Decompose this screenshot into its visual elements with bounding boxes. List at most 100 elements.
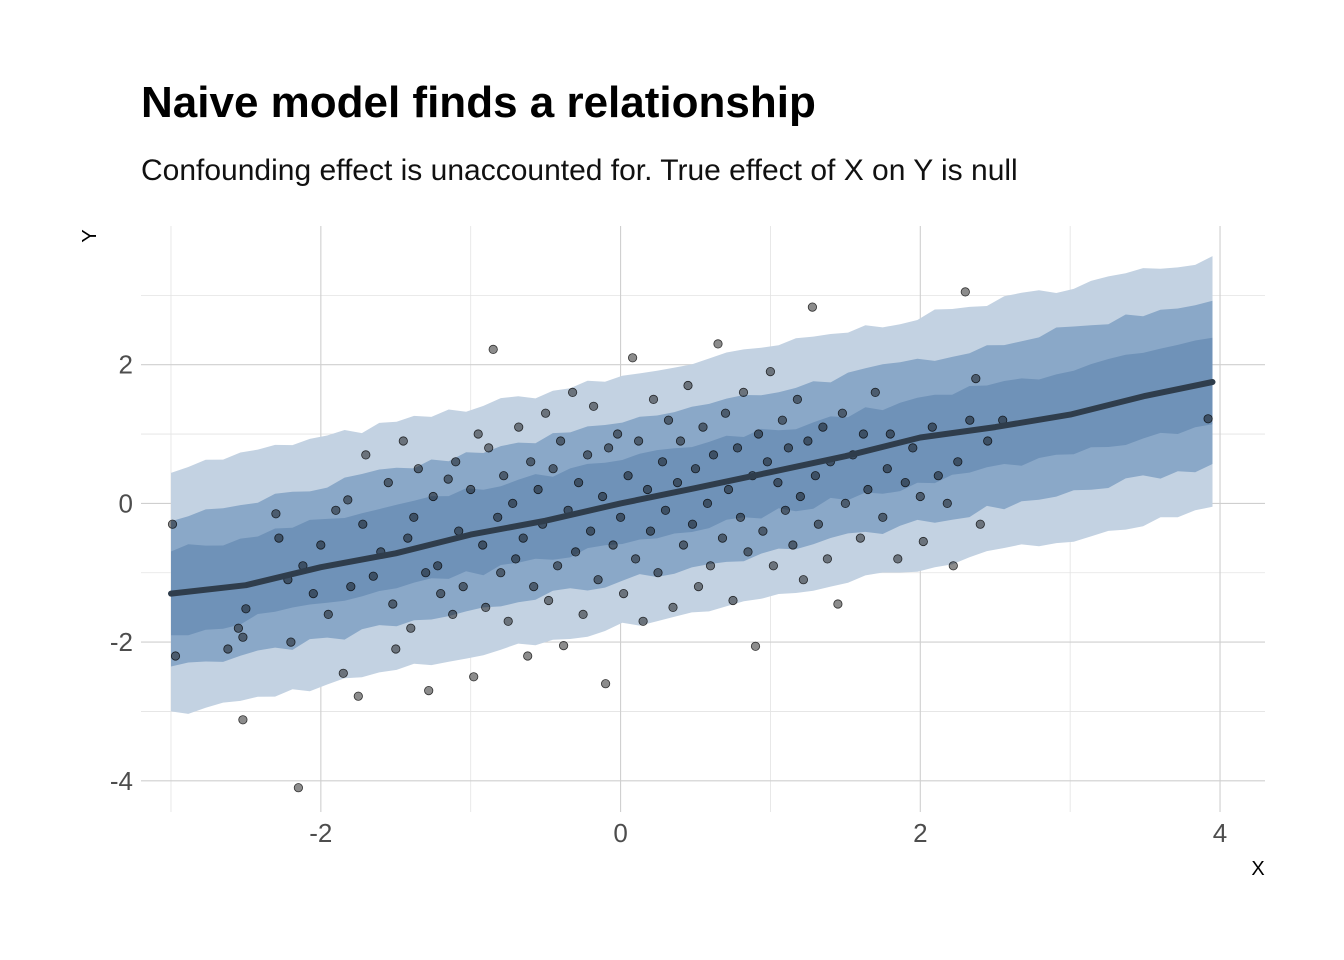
data-point — [406, 623, 416, 633]
data-point — [807, 302, 818, 312]
data-point — [810, 471, 821, 481]
data-point — [368, 571, 378, 581]
data-point — [233, 623, 243, 633]
data-point — [484, 443, 494, 453]
data-point — [735, 512, 746, 522]
data-point — [600, 679, 611, 689]
data-point — [855, 533, 866, 543]
data-point — [493, 512, 503, 522]
data-point — [238, 715, 248, 725]
data-point — [720, 408, 731, 418]
data-point — [822, 554, 833, 564]
data-point — [543, 595, 554, 606]
data-point — [523, 651, 533, 661]
data-point — [833, 599, 843, 609]
data-point — [668, 602, 678, 613]
data-point — [612, 429, 623, 439]
data-point — [657, 457, 668, 467]
data-point — [170, 651, 181, 661]
data-point — [698, 422, 708, 432]
data-point — [511, 554, 521, 564]
data-point — [238, 632, 248, 642]
data-point — [353, 691, 363, 701]
data-point — [533, 484, 543, 495]
data-point — [975, 519, 985, 529]
data-point — [953, 457, 963, 467]
data-point — [398, 436, 408, 446]
data-point — [818, 422, 828, 432]
data-point — [813, 519, 824, 529]
data-point — [503, 616, 513, 626]
data-point — [918, 536, 928, 547]
data-point — [773, 477, 783, 488]
data-point — [675, 436, 686, 446]
data-point — [732, 443, 743, 453]
data-point — [971, 373, 981, 384]
data-point — [803, 436, 813, 446]
data-point — [241, 604, 251, 614]
data-point — [780, 505, 791, 515]
data-point — [645, 526, 656, 536]
x-tick-label: 2 — [913, 818, 927, 848]
data-point — [458, 581, 468, 592]
x-tick-label: -2 — [309, 818, 332, 848]
data-point — [630, 554, 641, 564]
data-point — [573, 477, 584, 488]
data-point — [758, 526, 768, 536]
data-point — [908, 443, 918, 453]
data-point — [663, 415, 674, 425]
data-point — [481, 602, 491, 613]
data-point — [683, 380, 693, 391]
data-point — [286, 637, 296, 647]
data-point — [391, 644, 401, 654]
data-point — [653, 568, 663, 578]
y-axis-title: Y — [79, 229, 101, 242]
data-point — [690, 464, 701, 474]
data-point — [338, 668, 348, 678]
data-point — [293, 783, 303, 793]
data-point — [948, 561, 958, 571]
data-point — [473, 429, 483, 439]
data-point — [705, 561, 716, 571]
data-point — [597, 491, 608, 502]
data-point — [795, 491, 806, 502]
data-point — [555, 436, 566, 446]
data-point — [413, 464, 423, 474]
data-point — [840, 498, 851, 508]
data-point — [496, 568, 506, 578]
data-point — [765, 366, 776, 377]
data-point — [708, 450, 719, 460]
data-point — [743, 547, 753, 557]
data-point — [518, 533, 528, 543]
data-point — [451, 457, 461, 467]
data-point — [642, 484, 653, 495]
data-point — [469, 672, 479, 682]
data-point — [388, 599, 398, 609]
data-point — [893, 554, 903, 564]
data-point — [762, 457, 773, 467]
data-point — [933, 471, 943, 481]
data-point — [409, 512, 419, 522]
data-point — [593, 575, 603, 585]
data-point — [648, 394, 659, 404]
data-point — [728, 595, 738, 606]
data-point — [499, 471, 509, 481]
data-point — [723, 484, 734, 495]
data-point — [965, 415, 975, 425]
x-tick-label: 0 — [613, 818, 627, 848]
data-point — [900, 477, 910, 488]
data-point — [433, 561, 443, 571]
data-point — [343, 495, 353, 505]
data-point — [615, 512, 626, 522]
data-point — [223, 644, 233, 654]
axis-ticks: -2 0 2 4 -4 -2 0 2 — [110, 350, 1227, 848]
data-point — [308, 588, 318, 599]
data-point — [660, 505, 671, 515]
data-point — [526, 457, 536, 467]
data-point — [558, 640, 569, 651]
data-point — [618, 588, 629, 599]
data-point — [702, 498, 713, 508]
data-point — [983, 436, 993, 446]
data-point — [443, 474, 453, 484]
